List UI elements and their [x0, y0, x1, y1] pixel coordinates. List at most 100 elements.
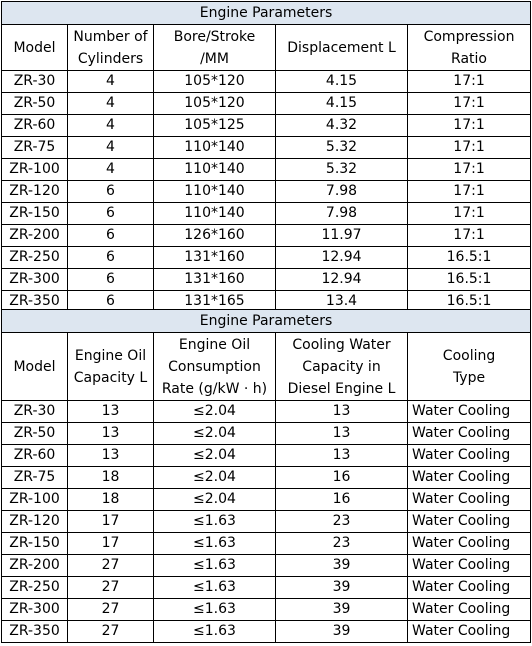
table-cell: 4	[67, 114, 154, 137]
table-cell: 17:1	[406, 92, 532, 115]
table-cell: ≤1.63	[153, 554, 276, 577]
header-text: Model	[13, 39, 56, 56]
table-cell: 27	[67, 576, 154, 599]
table-row: ZR-150 6 110*140 7.98 17:1	[1, 202, 532, 225]
table-cell: ZR-150	[1, 532, 68, 555]
table-cell: Water Cooling	[406, 466, 532, 489]
table-cell: ZR-150	[1, 202, 68, 225]
table-cell: ZR-300	[1, 598, 68, 621]
table-cell: 27	[67, 598, 154, 621]
table-row: ZR-120 17 ≤1.63 23 Water Cooling	[1, 510, 532, 533]
table-row: ZR-200 6 126*160 11.97 17:1	[1, 224, 532, 247]
table-cell: 105*120	[153, 70, 276, 93]
table-row: ZR-50 13 ≤2.04 13 Water Cooling	[1, 422, 532, 445]
table-cell: ZR-30	[1, 400, 68, 423]
table-cell: ZR-350	[1, 290, 68, 313]
table-cell: 13	[67, 422, 154, 445]
table-row: ZR-100 4 110*140 5.32 17:1	[1, 158, 532, 181]
table-cell: ZR-50	[1, 92, 68, 115]
header-row: Model Number of Cylinders Bore/Stroke /M…	[1, 24, 532, 71]
table-cell: Water Cooling	[406, 444, 532, 467]
table-cell: 17	[67, 532, 154, 555]
table-row: ZR-60 13 ≤2.04 13 Water Cooling	[1, 444, 532, 467]
table-cell: ZR-250	[1, 246, 68, 269]
table-cell: 39	[275, 598, 408, 621]
header-text: Cooling Water Capacity in Diesel Engine …	[287, 336, 396, 397]
table-cell: 23	[275, 510, 408, 533]
engine-parameters-table-2: Engine Parameters Model Engine Oil Capac…	[0, 309, 532, 643]
table-cell: 16.5:1	[406, 268, 532, 291]
table-cell: 17	[67, 510, 154, 533]
table-cell: 11.97	[275, 224, 408, 247]
table-cell: 6	[67, 180, 154, 203]
column-header: Number of Cylinders	[67, 24, 154, 71]
table-cell: 4.15	[275, 92, 408, 115]
table-cell: 13	[275, 444, 408, 467]
table-cell: ≤1.63	[153, 620, 276, 643]
table-cell: 17:1	[406, 224, 532, 247]
table-cell: ≤2.04	[153, 400, 276, 423]
table-cell: ZR-350	[1, 620, 68, 643]
table-row: ZR-150 17 ≤1.63 23 Water Cooling	[1, 532, 532, 555]
table-cell: 13	[67, 400, 154, 423]
table-cell: 7.98	[275, 202, 408, 225]
table-row: ZR-30 4 105*120 4.15 17:1	[1, 70, 532, 93]
table-cell: 12.94	[275, 246, 408, 269]
table-cell: ZR-60	[1, 444, 68, 467]
table-cell: 4	[67, 136, 154, 159]
table-cell: ≤2.04	[153, 488, 276, 511]
table-cell: 27	[67, 554, 154, 577]
column-header: Compression Ratio	[406, 24, 532, 71]
table-cell: 4.15	[275, 70, 408, 93]
column-header: Displacement L	[275, 24, 408, 71]
table-row: ZR-30 13 ≤2.04 13 Water Cooling	[1, 400, 532, 423]
table-cell: 13	[275, 422, 408, 445]
column-header: Cooling Type	[406, 332, 532, 401]
table-cell: 23	[275, 532, 408, 555]
table-cell: 17:1	[406, 136, 532, 159]
table-row: ZR-300 27 ≤1.63 39 Water Cooling	[1, 598, 532, 621]
table-cell: 5.32	[275, 158, 408, 181]
table-cell: 4	[67, 70, 154, 93]
table-cell: 105*125	[153, 114, 276, 137]
table-cell: 39	[275, 620, 408, 643]
header-text: Engine Oil Consumption Rate (g/kW · h)	[161, 336, 268, 397]
table-cell: 13	[275, 400, 408, 423]
table-cell: 4	[67, 158, 154, 181]
table-cell: 6	[67, 268, 154, 291]
column-header: Model	[1, 332, 68, 401]
header-text: Engine Oil Capacity L	[73, 347, 148, 386]
table-cell: 16.5:1	[406, 246, 532, 269]
table-cell: 17:1	[406, 70, 532, 93]
table-cell: ≤1.63	[153, 510, 276, 533]
table-cell: ZR-120	[1, 180, 68, 203]
table-row: ZR-300 6 131*160 12.94 16.5:1	[1, 268, 532, 291]
header-row: Model Engine Oil Capacity L Engine Oil C…	[1, 332, 532, 401]
table-cell: 6	[67, 202, 154, 225]
table-cell: ≤2.04	[153, 444, 276, 467]
table-cell: 126*160	[153, 224, 276, 247]
table-cell: ZR-200	[1, 554, 68, 577]
table-cell: Water Cooling	[406, 488, 532, 511]
column-header: Model	[1, 24, 68, 71]
table-cell: 17:1	[406, 158, 532, 181]
column-header: Bore/Stroke /MM	[153, 24, 276, 71]
table-cell: Water Cooling	[406, 510, 532, 533]
table-cell: ZR-60	[1, 114, 68, 137]
header-text: Model	[13, 358, 56, 375]
table-cell: 105*120	[153, 92, 276, 115]
table-cell: Water Cooling	[406, 554, 532, 577]
table-cell: 17:1	[406, 202, 532, 225]
table-cell: 4.32	[275, 114, 408, 137]
table-cell: 17:1	[406, 114, 532, 137]
table-cell: Water Cooling	[406, 422, 532, 445]
table-cell: 110*140	[153, 202, 276, 225]
table-row: ZR-200 27 ≤1.63 39 Water Cooling	[1, 554, 532, 577]
table-cell: ≤1.63	[153, 598, 276, 621]
column-header: Engine Oil Capacity L	[67, 332, 154, 401]
table-cell: 6	[67, 246, 154, 269]
table-cell: Water Cooling	[406, 598, 532, 621]
column-header: Engine Oil Consumption Rate (g/kW · h)	[153, 332, 276, 401]
table-cell: ≤1.63	[153, 532, 276, 555]
table-cell: 39	[275, 576, 408, 599]
